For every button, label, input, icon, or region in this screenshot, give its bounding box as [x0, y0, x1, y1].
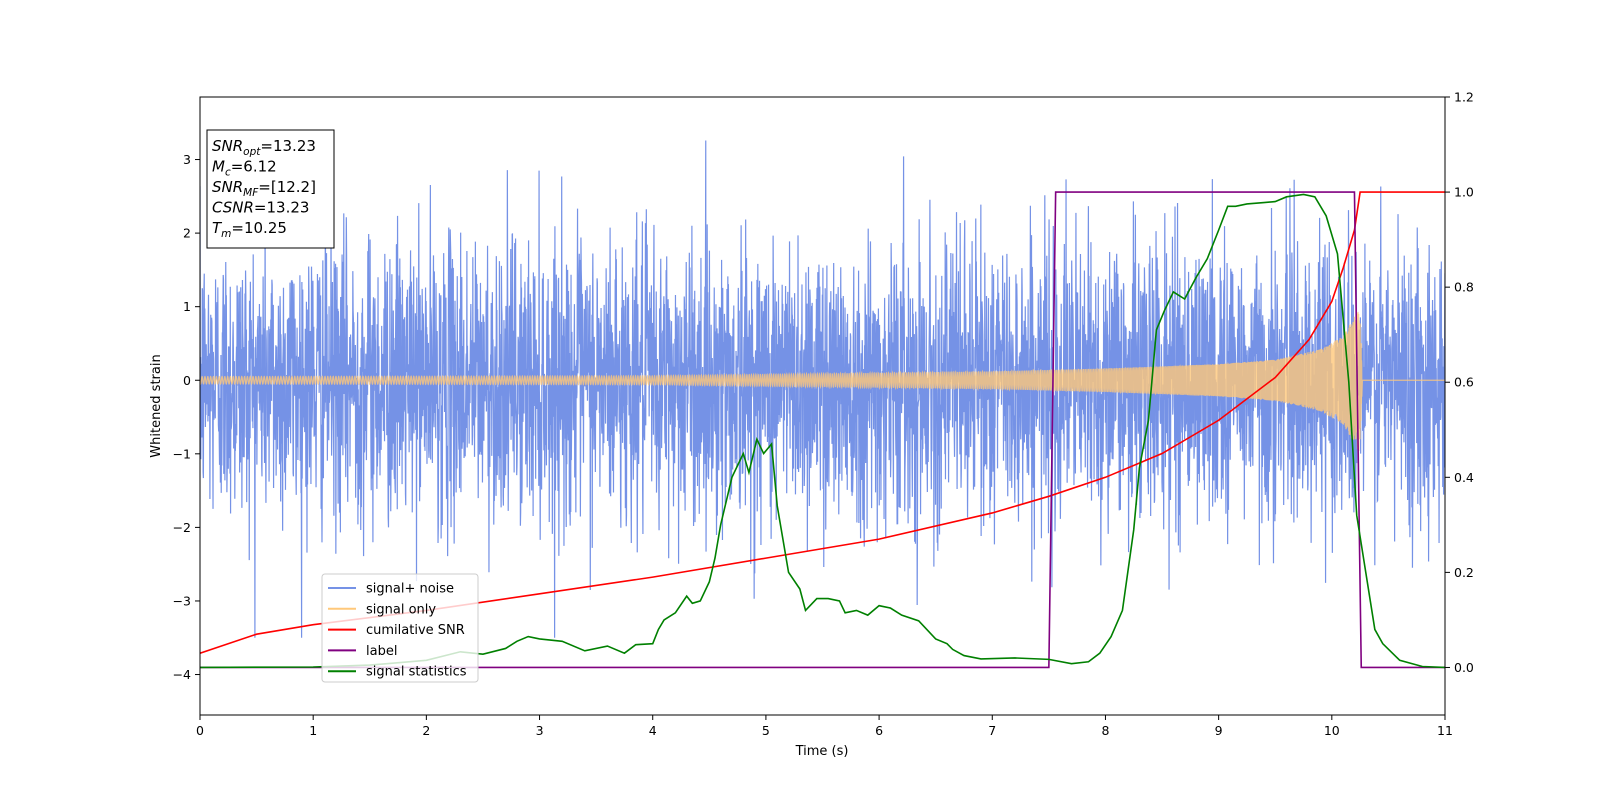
x-tick-label: 2: [422, 723, 430, 738]
info-subscript: m: [221, 228, 231, 240]
info-symbol: T: [212, 219, 223, 237]
info-value: =10.25: [231, 219, 287, 237]
series-signal-noise-line: [200, 140, 1445, 638]
right-y-tick-label: 1.0: [1454, 185, 1474, 200]
legend: signal+ noise signal only cumilative SNR la…: [321, 573, 479, 683]
info-value: =13.23: [260, 137, 316, 155]
info-subscript: c: [225, 167, 231, 179]
left-y-tick-label: −2: [173, 520, 191, 535]
info-line: Tm=10.25: [212, 219, 287, 240]
x-tick-label: 8: [1101, 723, 1109, 738]
left-y-tick-label: −4: [173, 667, 191, 682]
series-label-line: [200, 191, 1445, 669]
info-box-frame: [206, 129, 335, 249]
x-tick-label: 10: [1324, 723, 1340, 738]
info-value: =6.12: [231, 158, 277, 176]
info-line: CSNR=13.23: [212, 199, 309, 217]
info-box: SNRopt=13.23Mc=6.12SNRMF=[12.2]CSNR=13.2…: [206, 129, 335, 249]
x-tick-label: 4: [649, 723, 657, 738]
info-subscript: MF: [243, 187, 259, 199]
x-tick-label: 7: [988, 723, 996, 738]
right-y-tick-label: 0.8: [1454, 280, 1474, 295]
left-y-tick-label: 2: [183, 226, 191, 241]
legend-label: signal statistics: [366, 665, 467, 680]
x-tick-label: 5: [762, 723, 770, 738]
x-axis-label: Time (s): [795, 744, 849, 759]
left-y-tick-label: 0: [183, 373, 191, 388]
x-tick-label: 9: [1215, 723, 1223, 738]
info-value: =13.23: [254, 199, 310, 217]
left-y-tick-label: 3: [183, 152, 191, 167]
info-line: Mc=6.12: [212, 158, 277, 179]
x-tick-label: 6: [875, 723, 883, 738]
left-y-tick-label: −3: [173, 593, 191, 608]
x-tick-label: 0: [196, 723, 204, 738]
x-tick-label: 1: [309, 723, 317, 738]
left-y-tick-label: −1: [173, 446, 191, 461]
legend-label: label: [366, 644, 397, 659]
legend-label: cumilative SNR: [366, 623, 465, 638]
info-symbol: SNR: [212, 178, 243, 196]
info-symbol: SNR: [212, 137, 243, 155]
legend-label: signal only: [366, 602, 436, 617]
right-y-tick-label: 0.6: [1454, 375, 1474, 390]
left-y-tick-label: 1: [183, 299, 191, 314]
info-symbol: M: [212, 158, 225, 176]
x-tick-label: 3: [536, 723, 544, 738]
legend-frame: [321, 573, 479, 683]
info-value: =[12.2]: [258, 178, 316, 196]
info-subscript: opt: [243, 146, 261, 158]
left-y-axis-ticks: 3 2 1 0 −1 −2 −3 −4: [173, 152, 200, 682]
legend-label: signal+ noise: [366, 582, 454, 597]
plot-frame: [199, 96, 1446, 716]
info-symbol: CSNR: [212, 199, 254, 217]
x-tick-label: 11: [1437, 723, 1453, 738]
y-axis-label: Whitened strain: [149, 354, 164, 457]
info-line: SNRopt=13.23: [212, 137, 316, 158]
x-axis-ticks: 0 1 2 3 4 5 6 7 8 9 10 11: [196, 715, 1453, 738]
info-line: SNRMF=[12.2]: [212, 178, 316, 199]
series-layer: [200, 140, 1445, 669]
series-signal-only-line: [200, 311, 1445, 451]
right-y-tick-label: 0.0: [1454, 660, 1474, 675]
right-y-tick-label: 0.2: [1454, 565, 1474, 580]
series-signal-statistics-line: [200, 193, 1445, 669]
right-y-axis-ticks: 1.2 1.0 0.8 0.6 0.4 0.2 0.0: [1445, 90, 1474, 675]
right-y-tick-label: 1.2: [1454, 90, 1474, 105]
right-y-tick-label: 0.4: [1454, 470, 1474, 485]
